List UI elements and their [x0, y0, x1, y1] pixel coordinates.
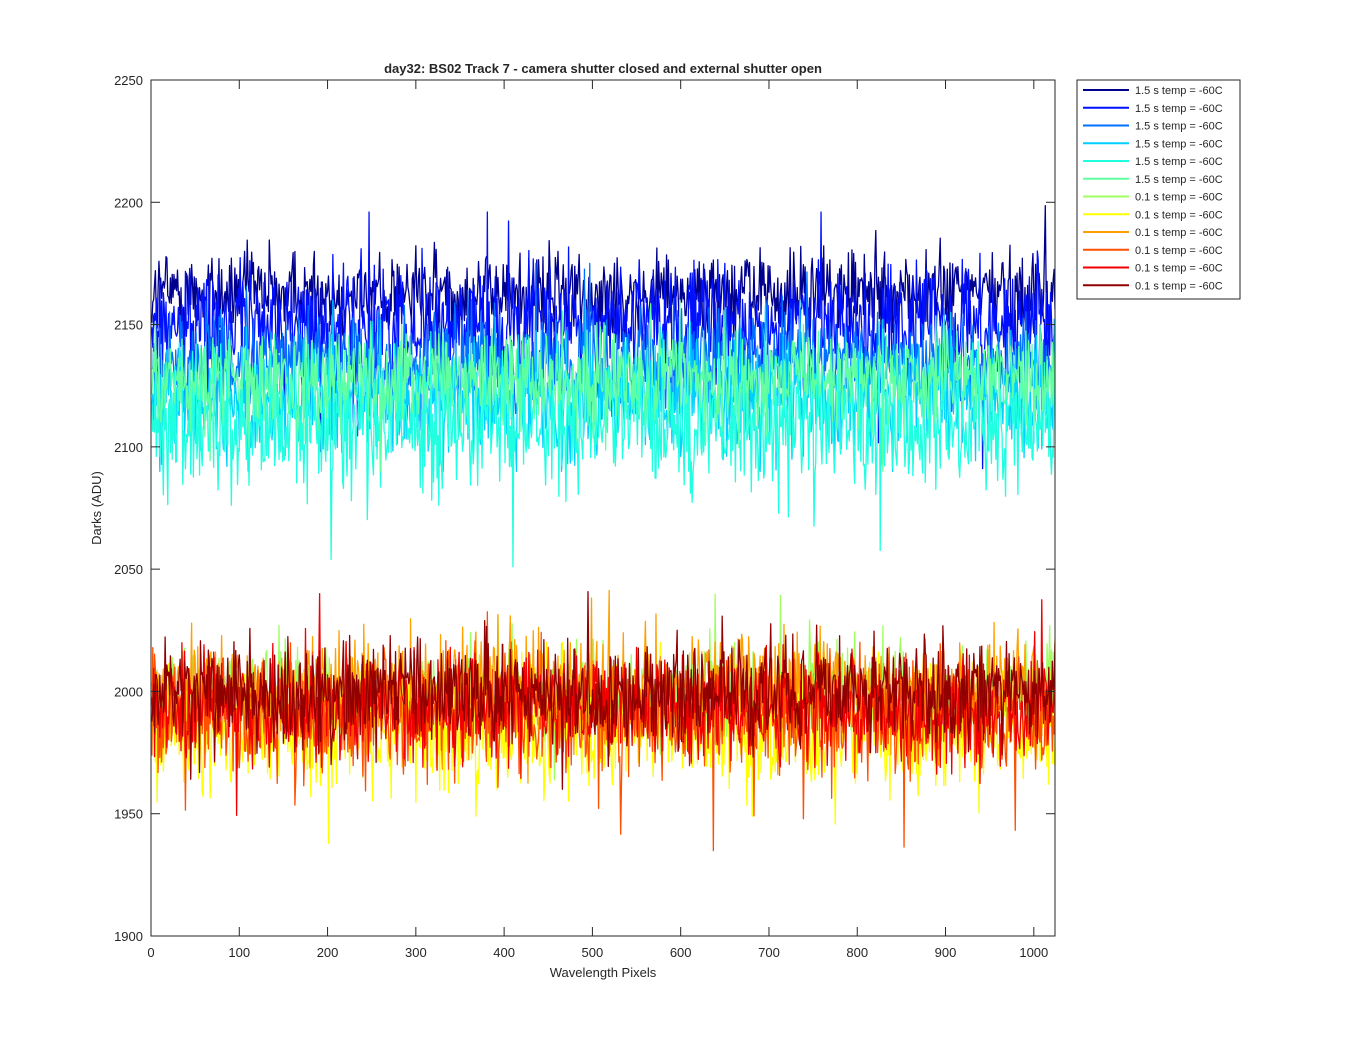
y-tick-label: 2050: [114, 562, 143, 577]
legend-label: 0.1 s temp = -60C: [1135, 280, 1223, 292]
y-tick-label: 1950: [114, 807, 143, 822]
legend-label: 0.1 s temp = -60C: [1135, 227, 1223, 239]
x-tick-label: 500: [582, 945, 604, 960]
x-tick-label: 200: [317, 945, 339, 960]
x-tick-label: 0: [147, 945, 154, 960]
x-axis: 0 100 200 300 400 500 600 700 800 900 1000: [147, 80, 1048, 960]
legend-label: 1.5 s temp = -60C: [1135, 156, 1223, 168]
legend-label: 0.1 s temp = -60C: [1135, 245, 1223, 257]
legend-box: [1076, 79, 1241, 300]
y-tick-label: 2200: [114, 195, 143, 210]
legend-label: 1.5 s temp = -60C: [1135, 103, 1223, 115]
x-tick-label: 100: [228, 945, 250, 960]
y-axis-label: Darks (ADU): [89, 471, 104, 545]
legend-label: 1.5 s temp = -60C: [1135, 174, 1223, 186]
plot-lines: [151, 204, 1055, 852]
y-tick-label: 2250: [114, 73, 143, 88]
legend: 1.5 s temp = -60C 1.5 s temp = -60C 1.5 s …: [1076, 79, 1241, 300]
axes-box: [150, 79, 1056, 937]
x-tick-label: 800: [846, 945, 868, 960]
x-tick-label: 400: [493, 945, 515, 960]
legend-label: 0.1 s temp = -60C: [1135, 209, 1223, 221]
y-tick-label: 2100: [114, 440, 143, 455]
legend-label: 0.1 s temp = -60C: [1135, 192, 1223, 204]
x-tick-label: 600: [670, 945, 692, 960]
legend-label: 1.5 s temp = -60C: [1135, 138, 1223, 150]
series-line-6: [151, 299, 1055, 472]
y-tick-label: 2000: [114, 684, 143, 699]
y-axis: 1900 1950 2000 2050 2100 2150 2200 2250: [114, 73, 1055, 944]
x-axis-label: Wavelength Pixels: [550, 965, 657, 980]
legend-label: 1.5 s temp = -60C: [1135, 85, 1223, 97]
legend-label: 1.5 s temp = -60C: [1135, 121, 1223, 133]
x-tick-label: 900: [935, 945, 957, 960]
series-line-12: [151, 590, 1055, 790]
chart-title: day32: BS02 Track 7 - camera shutter clo…: [384, 61, 822, 76]
legend-label: 0.1 s temp = -60C: [1135, 263, 1223, 275]
x-tick-label: 1000: [1019, 945, 1048, 960]
series-line-5: [151, 320, 1055, 568]
y-tick-label: 1900: [114, 929, 143, 944]
x-tick-label: 300: [405, 945, 427, 960]
x-tick-label: 700: [758, 945, 780, 960]
y-tick-label: 2150: [114, 318, 143, 333]
